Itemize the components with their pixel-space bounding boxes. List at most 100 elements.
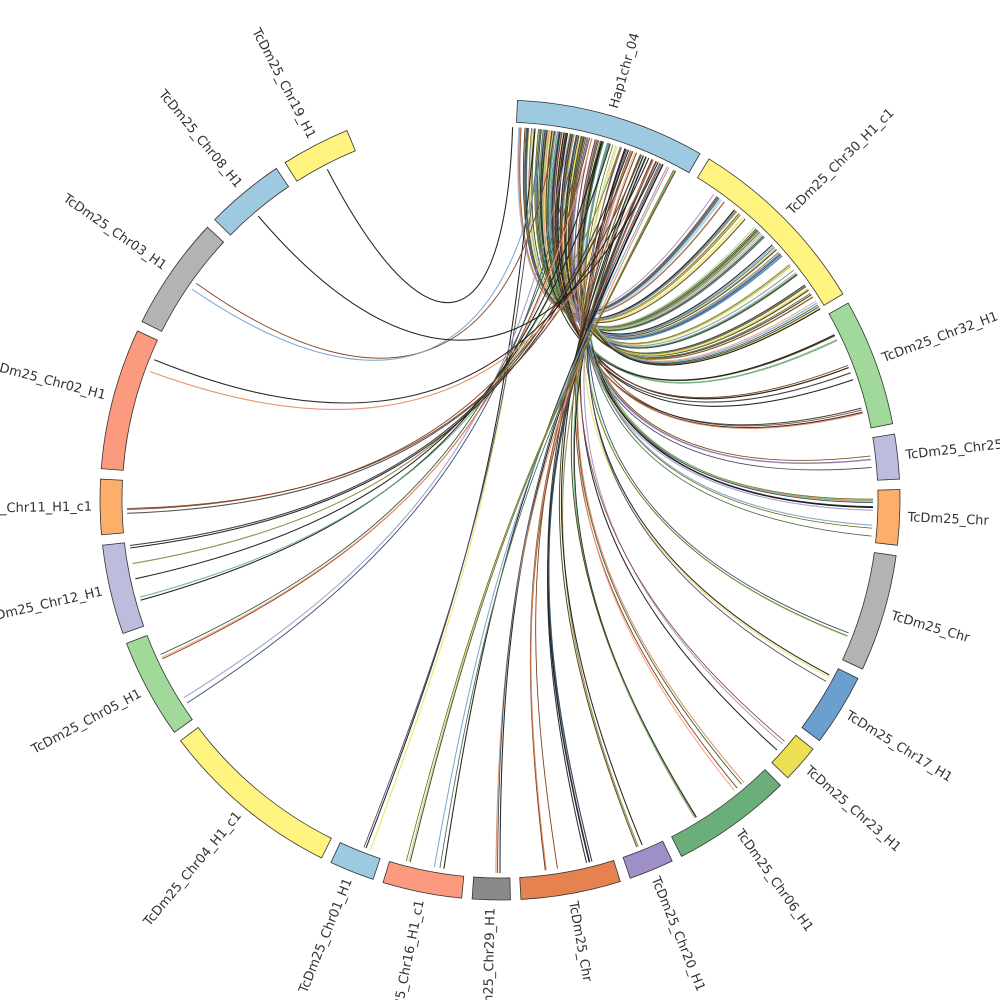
- synteny-link-edge: [135, 143, 611, 580]
- synteny-link: [129, 149, 630, 547]
- synteny-link: [547, 159, 653, 863]
- segment-chr23: [771, 734, 814, 779]
- synteny-link-edge: [561, 155, 644, 846]
- synteny-link: [127, 154, 643, 510]
- segment-chrR2: [842, 552, 897, 670]
- segment-chr06: [671, 769, 781, 857]
- segment-label-chr17: TcDm25_Chr17_H1: [842, 708, 955, 786]
- segment-label-chr12: TcDm25_Chr12_H1: [0, 584, 104, 626]
- synteny-link-edge: [578, 139, 821, 366]
- segment-chrR1: [875, 489, 901, 546]
- synteny-link-edge: [327, 127, 513, 303]
- synteny-link-edge: [409, 170, 676, 863]
- synteny-link: [582, 141, 818, 363]
- segment-chr08: [214, 167, 290, 236]
- segment-label-chr16: TcDm25_Chr16_H1_c1: [385, 899, 428, 1000]
- synteny-link: [583, 142, 873, 526]
- segment-label-chr05: TcDm25_Chr05_H1: [28, 686, 144, 758]
- segment-label-chr01: TcDm25_Chr01_H1: [296, 876, 356, 996]
- synteny-link: [583, 150, 783, 745]
- segment-label-chrB1: TcDm25_Chr: [565, 899, 594, 983]
- segment-label-chr03: TcDm25_Chr03_H1: [59, 191, 169, 274]
- segment-label-chr02: TcDm25_Chr02_H1: [0, 357, 107, 403]
- synteny-link: [183, 133, 571, 699]
- segment-chr30: [696, 158, 844, 306]
- synteny-link-edge: [540, 129, 835, 381]
- synteny-link-edge: [570, 136, 863, 427]
- synteny-link-edge: [579, 140, 874, 500]
- segment-chr25: [872, 433, 900, 481]
- synteny-link-edge: [575, 149, 738, 789]
- synteny-link: [127, 154, 642, 514]
- synteny-link: [530, 161, 658, 871]
- synteny-link: [433, 166, 668, 868]
- synteny-link: [495, 167, 670, 874]
- synteny-link-edge: [154, 157, 650, 404]
- synteny-link-edge: [160, 136, 585, 655]
- segment-label-chr20: TcDm25_Chr20_H1: [647, 874, 707, 994]
- synteny-link: [552, 131, 851, 403]
- segment-chr05: [126, 634, 193, 733]
- segment-chr03: [141, 226, 225, 332]
- segment-chr01: [330, 842, 381, 880]
- synteny-link: [363, 129, 541, 848]
- synteny-link-edge: [580, 141, 872, 537]
- synteny-link-edge: [580, 141, 873, 508]
- synteny-link: [576, 150, 745, 783]
- segment-label-chr04: TcDm25_Chr04_H1_c1: [140, 809, 245, 930]
- segment-chr32: [828, 302, 894, 429]
- segment-label-chr29: TcDm25_Chr29_H1: [481, 908, 499, 1000]
- synteny-link: [191, 129, 545, 361]
- segments-layer: [99, 99, 901, 901]
- segment-label-chr30: TcDm25_Chr30_H1_c1: [784, 106, 898, 219]
- synteny-link: [369, 129, 541, 850]
- synteny-link-edge: [548, 159, 654, 862]
- segment-label-chr25: TcDm25_Chr25: [904, 437, 1000, 463]
- segment-label-hap1chr04: Hap1chr_04: [607, 31, 643, 110]
- segment-label-chr06: TcDm25_Chr06_H1: [732, 826, 816, 935]
- synteny-link-edge: [587, 146, 849, 634]
- links-layer: [127, 127, 874, 874]
- segment-chr11: [99, 478, 124, 536]
- segment-chr19: [284, 129, 356, 182]
- segment-chrB1: [519, 860, 621, 900]
- segment-chr17: [801, 668, 859, 742]
- synteny-link: [326, 127, 514, 304]
- synteny-link: [561, 134, 863, 429]
- synteny-link-edge: [130, 151, 633, 549]
- synteny-link-edge: [579, 147, 785, 742]
- segment-chr16: [382, 860, 465, 899]
- synteny-link-edge: [559, 154, 641, 848]
- segment-label-chr32: TcDm25_Chr32_H1: [879, 309, 1000, 366]
- synteny-link-edge: [186, 135, 578, 704]
- segment-chr04: [179, 726, 332, 859]
- segment-chr12: [102, 542, 145, 635]
- segment-chr02: [100, 330, 158, 471]
- synteny-link: [161, 138, 593, 658]
- synteny-link-edge: [127, 154, 642, 509]
- synteny-link: [576, 139, 873, 511]
- synteny-link-edge: [571, 152, 697, 818]
- synteny-link-edge: [497, 162, 661, 874]
- synteny-link: [365, 128, 536, 849]
- segment-chr20: [622, 840, 673, 879]
- segment-label-chrR2: TcDm25_Chr: [888, 608, 972, 646]
- segment-chr29: [471, 876, 511, 901]
- segment-label-chr08: TcDm25_Chr08_H1: [155, 87, 245, 191]
- segment-label-chr11: TcDm25_Chr11_H1_c1: [0, 500, 92, 518]
- synteny-link: [149, 159, 654, 410]
- synteny-link-edge: [365, 128, 536, 849]
- synteny-link-edge: [443, 164, 664, 869]
- synteny-link-edge: [553, 132, 849, 398]
- synteny-link: [584, 143, 874, 501]
- synteny-link-edge: [406, 170, 676, 862]
- segment-label-chr23: TcDm25_Chr23_H1: [801, 763, 904, 856]
- synteny-link-edge: [140, 141, 603, 601]
- synteny-link-edge: [557, 133, 849, 400]
- synteny-link-edge: [363, 129, 541, 848]
- synteny-link-edge: [257, 162, 659, 341]
- segment-label-chrR1: TcDm25_Chr: [906, 510, 989, 529]
- segment-hap1chr04: [516, 99, 701, 174]
